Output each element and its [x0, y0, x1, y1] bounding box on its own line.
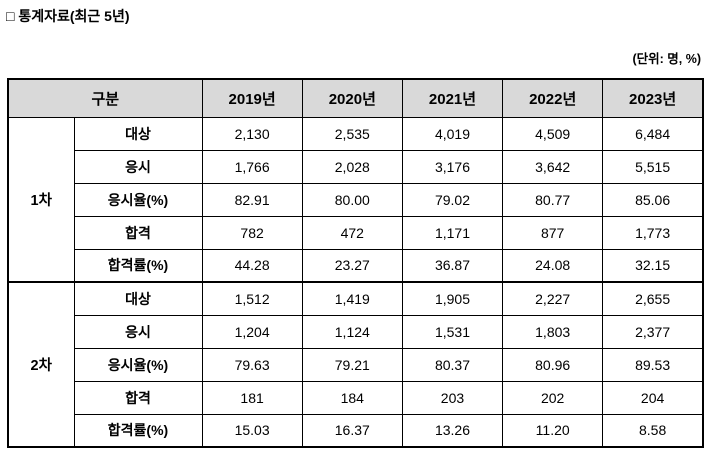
value-cell: 2,655: [602, 281, 704, 316]
value-cell: 204: [602, 380, 704, 415]
value-cell: 16.37: [301, 413, 403, 448]
value-cell: 1,905: [401, 281, 504, 316]
table-header: 구분 2019년 2020년 2021년 2022년 2023년: [7, 78, 704, 118]
table-row: 합격률(%) 15.03 16.37 13.26 11.20 8.58: [8, 413, 704, 448]
value-cell: 4,509: [502, 116, 604, 151]
value-cell: 1,171: [401, 215, 504, 250]
value-cell: 6,484: [602, 116, 704, 151]
row-label: 합격: [73, 215, 203, 250]
value-cell: 13.26: [401, 413, 504, 448]
header-year-2022: 2022년: [502, 78, 604, 118]
value-cell: 782: [201, 215, 303, 250]
value-cell: 36.87: [401, 248, 504, 283]
value-cell: 11.20: [502, 413, 604, 448]
value-cell: 2,227: [502, 281, 604, 316]
value-cell: 1,803: [502, 314, 604, 349]
value-cell: 23.27: [301, 248, 403, 283]
table-row: 응시 1,204 1,124 1,531 1,803 2,377: [8, 314, 704, 349]
value-cell: 80.00: [301, 182, 403, 217]
header-year-2019: 2019년: [201, 78, 303, 118]
row-label: 대상: [73, 116, 203, 151]
table-row: 1차 대상 2,130 2,535 4,019 4,509 6,484: [7, 116, 704, 283]
row-label: 합격률(%): [73, 248, 203, 283]
value-cell: 79.63: [201, 347, 303, 382]
value-cell: 24.08: [502, 248, 604, 283]
value-cell: 184: [301, 380, 403, 415]
header-year-2023: 2023년: [602, 78, 704, 118]
header-row: 구분 2019년 2020년 2021년 2022년 2023년: [7, 78, 704, 118]
header-year-2020: 2020년: [301, 78, 403, 118]
table-row: 합격 181 184 203 202 204: [8, 380, 704, 415]
value-cell: 82.91: [201, 182, 303, 217]
value-cell: 32.15: [602, 248, 704, 283]
row-label: 응시: [73, 314, 203, 349]
row-label: 응시율(%): [73, 347, 203, 382]
group-label-2: 2차: [7, 281, 75, 448]
table-row: 합격 782 472 1,171 877 1,773: [8, 215, 704, 250]
value-cell: 1,419: [301, 281, 403, 316]
value-cell: 5,515: [602, 149, 704, 184]
value-cell: 2,535: [301, 116, 403, 151]
value-cell: 2,130: [201, 116, 303, 151]
value-cell: 4,019: [401, 116, 504, 151]
value-cell: 181: [201, 380, 303, 415]
value-cell: 472: [301, 215, 403, 250]
value-cell: 89.53: [602, 347, 704, 382]
table-row: 합격률(%) 44.28 23.27 36.87 24.08 32.15: [8, 248, 704, 283]
row-label: 응시율(%): [73, 182, 203, 217]
value-cell: 2,028: [301, 149, 403, 184]
value-cell: 1,204: [201, 314, 303, 349]
group-label-1: 1차: [7, 116, 75, 283]
value-cell: 1,766: [201, 149, 303, 184]
value-cell: 1,512: [201, 281, 303, 316]
row-label: 대상: [73, 281, 203, 316]
value-cell: 1,124: [301, 314, 403, 349]
table-row: 응시율(%) 79.63 79.21 80.37 80.96 89.53: [8, 347, 704, 382]
value-cell: 877: [502, 215, 604, 250]
value-cell: 85.06: [602, 182, 704, 217]
value-cell: 203: [401, 380, 504, 415]
value-cell: 1,531: [401, 314, 504, 349]
value-cell: 80.77: [502, 182, 604, 217]
table-row: 2차 대상 1,512 1,419 1,905 2,227 2,655: [7, 281, 704, 448]
table-row: 응시율(%) 82.91 80.00 79.02 80.77 85.06: [8, 182, 704, 217]
table-body: 1차 대상 2,130 2,535 4,019 4,509 6,484 응시 1,766 2,02…: [7, 116, 704, 448]
page-title: □ 통계자료(최근 5년): [6, 8, 130, 24]
statistics-table: 구분 2019년 2020년 2021년 2022년 2023년 1차 대상 2,1…: [7, 78, 704, 448]
value-cell: 3,176: [401, 149, 504, 184]
value-cell: 3,642: [502, 149, 604, 184]
value-cell: 15.03: [201, 413, 303, 448]
table-row: 응시 1,766 2,028 3,176 3,642 5,515: [8, 149, 704, 184]
value-cell: 80.37: [401, 347, 504, 382]
value-cell: 44.28: [201, 248, 303, 283]
header-category: 구분: [7, 78, 203, 118]
value-cell: 79.21: [301, 347, 403, 382]
value-cell: 2,377: [602, 314, 704, 349]
unit-note: (단위: 명, %): [632, 52, 701, 66]
value-cell: 1,773: [602, 215, 704, 250]
row-label: 합격률(%): [73, 413, 203, 448]
value-cell: 8.58: [602, 413, 704, 448]
row-label: 합격: [73, 380, 203, 415]
header-year-2021: 2021년: [401, 78, 504, 118]
value-cell: 80.96: [502, 347, 604, 382]
value-cell: 202: [502, 380, 604, 415]
value-cell: 79.02: [401, 182, 504, 217]
row-label: 응시: [73, 149, 203, 184]
